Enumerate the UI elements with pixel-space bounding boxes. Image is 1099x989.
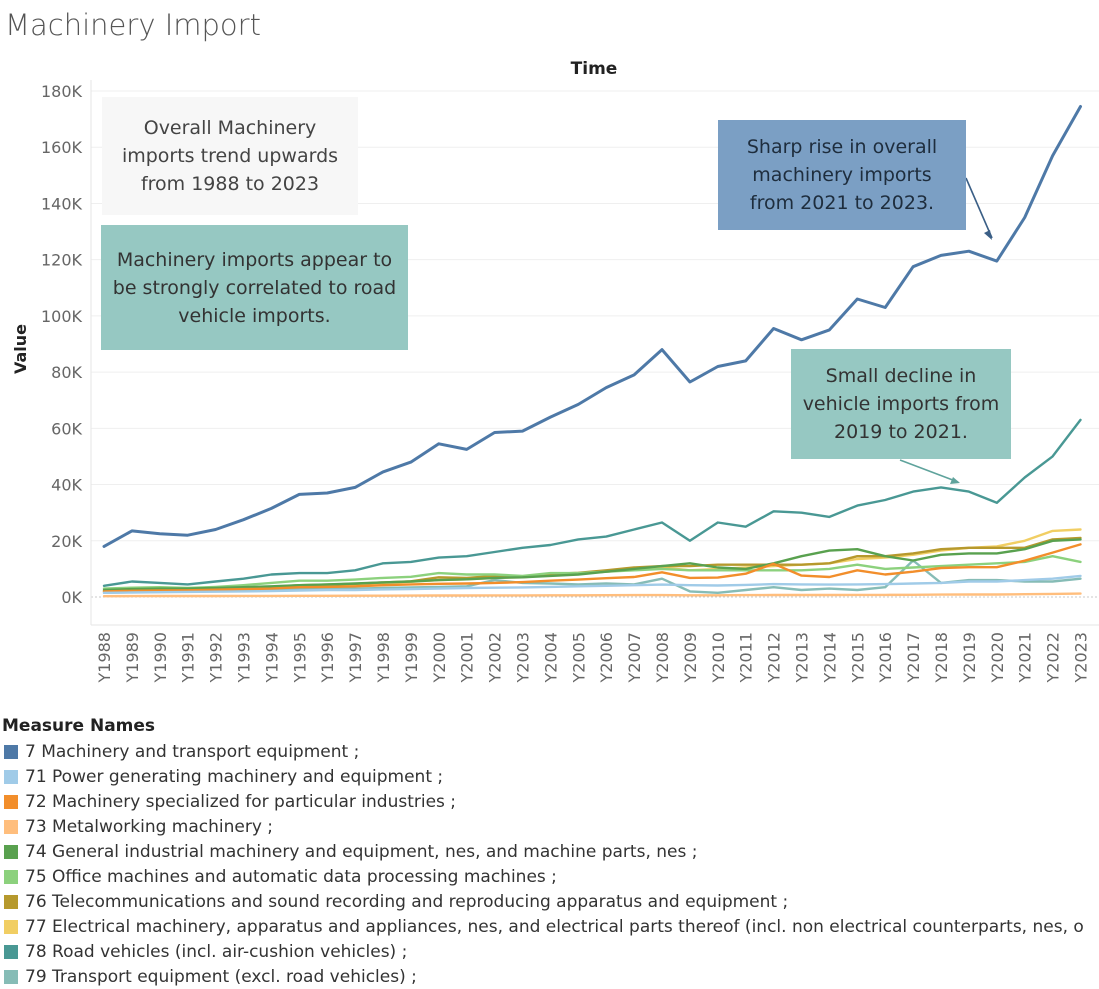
page-title: Machinery Import bbox=[5, 8, 261, 42]
legend-swatch bbox=[4, 869, 18, 884]
annotation-overall-trend: Overall Machinery imports trend upwards … bbox=[102, 97, 358, 215]
x-tick-label: Y2018 bbox=[932, 632, 951, 684]
x-tick-label: Y1993 bbox=[235, 632, 254, 684]
legend-label: 79 Transport equipment (excl. road vehic… bbox=[25, 966, 417, 987]
axes: Time Value 0K 20K 40K 60K 80K 100K 120K 140K 160K 1… bbox=[11, 59, 1099, 684]
series-line-74 bbox=[102, 538, 1082, 592]
x-tick-label: Y2003 bbox=[514, 632, 533, 684]
x-tick-label: Y2022 bbox=[1044, 632, 1063, 684]
series-line-73 bbox=[102, 592, 1082, 598]
y-tick-label: 140K bbox=[41, 194, 83, 213]
legend-item[interactable]: 78 Road vehicles (incl. air-cushion vehi… bbox=[2, 939, 1084, 964]
series-lines bbox=[102, 105, 1082, 598]
legend-swatch bbox=[4, 919, 18, 934]
x-tick-label: Y1994 bbox=[262, 632, 281, 684]
legend-label: 72 Machinery specialized for particular … bbox=[25, 791, 457, 812]
legend-swatch bbox=[4, 769, 18, 784]
legend: Measure Names 7 Machinery and transport … bbox=[2, 716, 1084, 989]
legend-item[interactable]: 79 Transport equipment (excl. road vehic… bbox=[2, 964, 1084, 989]
annotation-arrows bbox=[899, 177, 993, 484]
legend-item[interactable]: 73 Metalworking machinery ; bbox=[2, 814, 1084, 839]
annotation-sharp-rise: Sharp rise in overall machinery imports … bbox=[718, 120, 966, 230]
legend-item[interactable]: 75 Office machines and automatic data pr… bbox=[2, 864, 1084, 889]
legend-label: 73 Metalworking machinery ; bbox=[25, 816, 274, 837]
x-tick-label: Y1996 bbox=[318, 632, 337, 684]
x-tick-label: Y2007 bbox=[625, 632, 644, 684]
legend-items: 7 Machinery and transport equipment ; 71 … bbox=[2, 739, 1084, 989]
legend-item[interactable]: 77 Electrical machinery, apparatus and a… bbox=[2, 914, 1084, 939]
legend-label: 75 Office machines and automatic data pr… bbox=[25, 866, 557, 887]
x-tick-label: Y2015 bbox=[848, 632, 867, 684]
x-tick-label: Y2001 bbox=[458, 632, 477, 684]
legend-item[interactable]: 7 Machinery and transport equipment ; bbox=[2, 739, 1084, 764]
x-tick-label: Y2005 bbox=[569, 632, 588, 684]
legend-item[interactable]: 76 Telecommunications and sound recordin… bbox=[2, 889, 1084, 914]
arrow-sharp-rise bbox=[965, 177, 993, 239]
x-tick-label: Y1990 bbox=[151, 632, 170, 684]
x-tick-label: Y2013 bbox=[793, 632, 812, 684]
arrowhead-vehicle-decline bbox=[950, 477, 960, 484]
x-tick-label: Y2021 bbox=[1016, 632, 1035, 684]
arrowhead-sharp-rise bbox=[984, 230, 992, 240]
legend-swatch bbox=[4, 744, 18, 759]
x-tick-label: Y2010 bbox=[709, 632, 728, 684]
legend-swatch bbox=[4, 969, 18, 984]
legend-swatch bbox=[4, 944, 18, 959]
x-tick-label: Y2004 bbox=[541, 632, 560, 684]
x-tick-label: Y2014 bbox=[820, 632, 839, 684]
legend-title: Measure Names bbox=[2, 716, 156, 736]
x-tick-label: Y1988 bbox=[95, 632, 114, 684]
series-line-78 bbox=[102, 418, 1082, 587]
legend-swatch bbox=[4, 794, 18, 809]
legend-label: 78 Road vehicles (incl. air-cushion vehi… bbox=[25, 941, 408, 962]
y-tick-label: 60K bbox=[51, 419, 82, 438]
x-tick-label: Y2016 bbox=[876, 632, 895, 684]
x-tick-label: Y2020 bbox=[988, 632, 1007, 684]
x-tick-label: Y1999 bbox=[402, 632, 421, 684]
legend-swatch bbox=[4, 819, 18, 834]
annotation-correlation: Machinery imports appear to be strongly … bbox=[101, 225, 408, 350]
x-tick-label: Y1998 bbox=[374, 632, 393, 684]
x-tick-label: Y1992 bbox=[207, 632, 226, 684]
y-tick-label: 20K bbox=[51, 532, 82, 551]
annotation-vehicle-decline: Small decline in vehicle imports from 20… bbox=[791, 349, 1011, 459]
legend-swatch bbox=[4, 894, 18, 909]
legend-label: 74 General industrial machinery and equi… bbox=[25, 841, 698, 862]
x-tick-label: Y2006 bbox=[597, 632, 616, 684]
y-tick-label: 180K bbox=[41, 82, 83, 101]
y-tick-label: 100K bbox=[41, 307, 83, 326]
legend-label: 77 Electrical machinery, apparatus and a… bbox=[25, 916, 1084, 937]
series-line-71 bbox=[102, 574, 1082, 594]
x-tick-label: Y1989 bbox=[123, 632, 142, 684]
x-tick-label: Y1997 bbox=[346, 632, 365, 684]
y-tick-label: 160K bbox=[41, 138, 83, 157]
x-tick-label: Y2012 bbox=[765, 632, 784, 684]
y-tick-label: 0K bbox=[61, 588, 82, 607]
legend-label: 71 Power generating machinery and equipm… bbox=[25, 766, 444, 787]
x-tick-label: Y1991 bbox=[179, 632, 198, 684]
arrow-vehicle-decline bbox=[899, 459, 959, 483]
x-tick-label: Y2011 bbox=[737, 632, 756, 684]
y-tick-label: 120K bbox=[41, 251, 83, 270]
x-tick-label: Y2000 bbox=[430, 632, 449, 684]
legend-label: 76 Telecommunications and sound recordin… bbox=[25, 891, 789, 912]
legend-swatch bbox=[4, 844, 18, 859]
legend-item[interactable]: 72 Machinery specialized for particular … bbox=[2, 789, 1084, 814]
x-tick-label: Y2009 bbox=[681, 632, 700, 684]
legend-item[interactable]: 74 General industrial machinery and equi… bbox=[2, 839, 1084, 864]
x-tick-label: Y2019 bbox=[960, 632, 979, 684]
y-tick-label: 80K bbox=[51, 363, 82, 382]
y-tick-label: 40K bbox=[51, 476, 82, 495]
x-tick-label: Y2017 bbox=[904, 632, 923, 684]
series-line-7 bbox=[102, 105, 1082, 548]
x-tick-label: Y2008 bbox=[653, 632, 672, 684]
x-tick-label: Y2023 bbox=[1072, 632, 1091, 684]
y-axis-label: Value bbox=[11, 324, 30, 374]
x-tick-label: Y2002 bbox=[486, 632, 505, 684]
series-line-72 bbox=[102, 543, 1082, 593]
legend-item[interactable]: 71 Power generating machinery and equipm… bbox=[2, 764, 1084, 789]
x-tick-label: Y1995 bbox=[290, 632, 309, 684]
chart-title: Time bbox=[571, 59, 618, 79]
legend-label: 7 Machinery and transport equipment ; bbox=[25, 741, 360, 762]
